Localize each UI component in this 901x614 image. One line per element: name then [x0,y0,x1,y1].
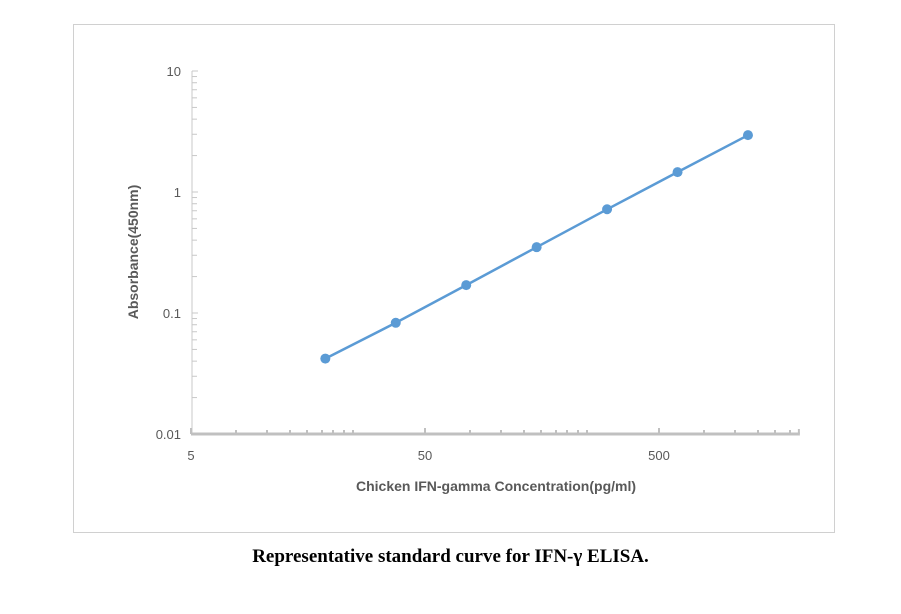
data-point [320,353,331,364]
chart-frame [73,24,835,533]
data-point [742,130,753,141]
y-tick-label: 1 [174,185,181,200]
y-tick-label: 0.01 [156,427,181,442]
data-point [531,242,542,253]
data-point [602,204,613,215]
x-tick-label: 500 [648,448,670,463]
y-tick-label: 0.1 [163,306,181,321]
figure-caption: Representative standard curve for IFN-γ … [252,546,649,567]
series-marks [320,130,753,364]
data-point [390,317,401,328]
y-axis-title: Absorbance(450nm) [125,185,141,320]
x-tick-label: 5 [187,448,194,463]
data-point [461,280,472,291]
axes: 0.01 0.1 1 10 5 50 500 [156,64,800,463]
y-tick-label: 10 [167,64,181,79]
data-point [672,167,683,178]
x-tick-label: 50 [418,448,432,463]
x-axis-title: Chicken IFN-gamma Concentration(pg/ml) [356,478,636,494]
